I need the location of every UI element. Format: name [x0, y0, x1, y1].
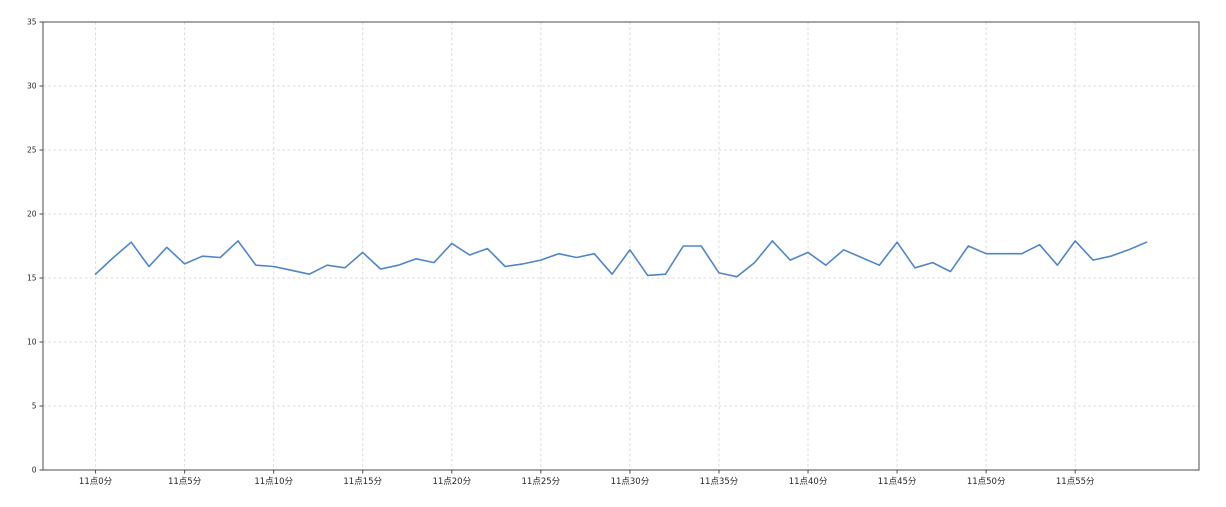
data-line — [94, 240, 1148, 278]
y-tick-label: 25 — [27, 146, 37, 155]
x-tick-label: 11点55分 — [1056, 477, 1095, 487]
y-tick-label: 30 — [27, 82, 37, 91]
plot-border — [42, 21, 1200, 471]
x-tick-label: 11点25分 — [522, 477, 561, 487]
y-tick-label: 20 — [27, 210, 37, 219]
x-tick-label: 11点45分 — [878, 477, 917, 487]
x-tick-label: 11点10分 — [254, 477, 293, 487]
x-tick-label: 11点50分 — [967, 477, 1006, 487]
x-tick-label: 11点30分 — [611, 477, 650, 487]
x-tick-label: 11点5分 — [168, 477, 202, 487]
x-tick-label: 11点15分 — [343, 477, 382, 487]
x-tick-label: 11点35分 — [700, 477, 739, 487]
y-tick-label: 5 — [32, 402, 37, 411]
y-tick-label: 0 — [32, 466, 37, 475]
y-tick-label: 35 — [27, 18, 37, 27]
y-tick-label: 10 — [27, 338, 37, 347]
x-tick-label: 11点0分 — [79, 477, 113, 487]
x-tick-label: 11点20分 — [432, 477, 471, 487]
y-tick-label: 15 — [27, 274, 37, 283]
x-tick-label: 11点40分 — [789, 477, 828, 487]
